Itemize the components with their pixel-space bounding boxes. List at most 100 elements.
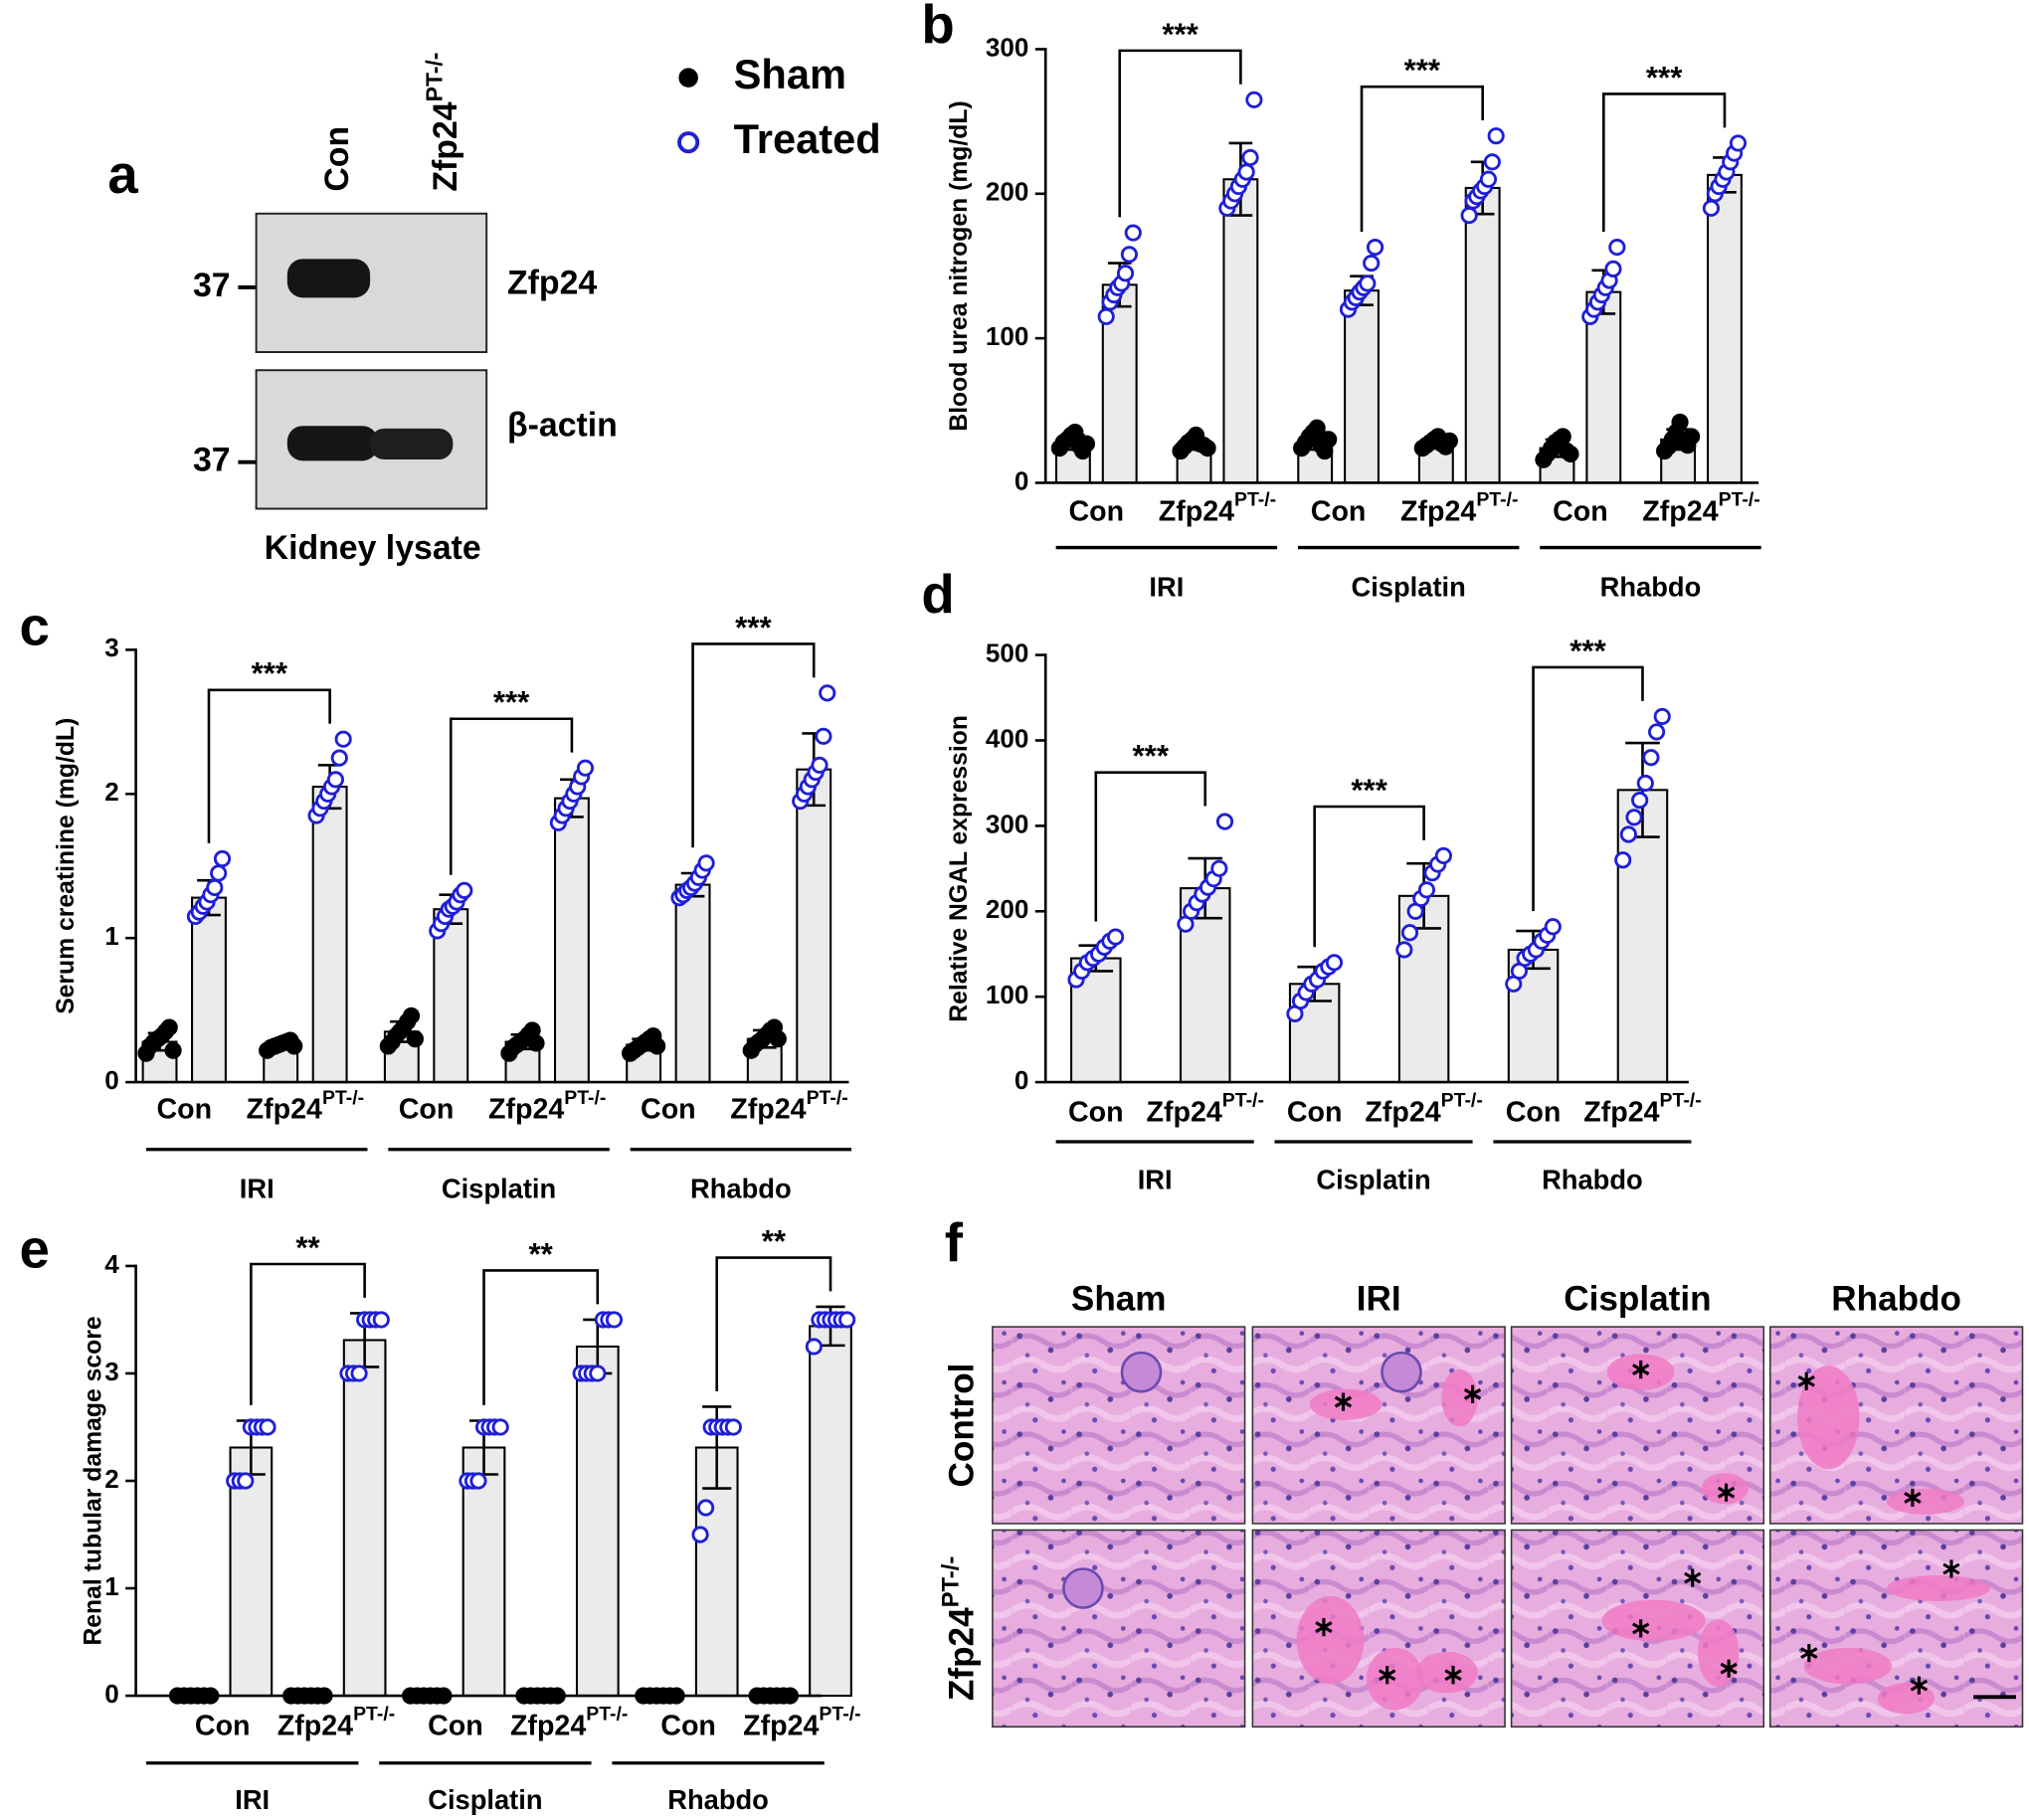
y-tick-label: 300	[986, 809, 1028, 838]
lane-label-sup: PT-/-	[422, 53, 448, 102]
x-tick-label-base: Zfp24	[277, 1710, 353, 1741]
blot-caption: Kidney lysate	[265, 529, 481, 567]
data-point	[1120, 246, 1138, 264]
significance-label: **	[295, 1230, 320, 1265]
data-point	[1308, 419, 1326, 437]
x-tick-label-base: Zfp24	[510, 1710, 586, 1741]
asterisk-stroke	[1800, 1647, 1818, 1660]
significance-bracket	[1532, 665, 1644, 912]
bar	[796, 768, 832, 1084]
significance-bracket	[715, 1256, 832, 1391]
asterisk-stroke	[1797, 1374, 1815, 1387]
x-tick-label-base: Zfp24	[730, 1093, 806, 1125]
group-label: IRI	[1149, 571, 1184, 602]
significance-bracket	[1602, 92, 1727, 232]
bar	[1707, 173, 1743, 484]
data-point	[350, 1365, 368, 1382]
data-point	[1614, 851, 1632, 869]
asterisk-stroke	[1379, 1669, 1396, 1682]
significance-bracket	[1094, 771, 1207, 922]
y-tick-label: 4	[104, 1249, 119, 1279]
data-point	[1483, 153, 1501, 171]
asterisk-stroke	[1910, 1679, 1929, 1692]
y-tick-label: 2	[104, 777, 118, 807]
data-point	[456, 881, 473, 899]
data-point	[402, 1006, 421, 1025]
tubular-cast	[1803, 1647, 1893, 1685]
data-point	[213, 849, 232, 868]
data-point	[160, 1018, 178, 1036]
x-tick-label: Con	[660, 1710, 716, 1741]
x-tick-label: Con	[1553, 495, 1608, 527]
y-tick-label: 200	[986, 177, 1028, 207]
tubular-cast	[1697, 1619, 1740, 1687]
data-point	[1417, 881, 1436, 899]
x-tick-label-base: Zfp24	[247, 1093, 322, 1125]
y-tick-label: 3	[104, 1357, 118, 1386]
data-point	[406, 1030, 424, 1048]
lane-label: Zfp24PT-/-	[422, 53, 465, 192]
data-point	[724, 1418, 742, 1436]
significance-bracket	[1360, 85, 1484, 232]
x-tick-label-base: Zfp24	[1642, 495, 1718, 527]
y-axis-label: Blood urea nitrogen (mg/dL)	[946, 100, 973, 431]
data-point	[1320, 431, 1338, 449]
asterisk-stroke	[1942, 1562, 1960, 1575]
band	[286, 426, 378, 461]
data-point	[1479, 170, 1498, 188]
data-point	[1434, 846, 1452, 865]
significance-bracket	[482, 1269, 600, 1405]
data-point	[1210, 859, 1228, 877]
y-tick-label: 300	[986, 32, 1028, 62]
x-tick-label: Con	[1287, 1096, 1343, 1128]
group-label: Rhabdo	[690, 1174, 792, 1204]
x-tick-label: Zfp24PT-/-	[1365, 1090, 1482, 1128]
data-point	[164, 1041, 182, 1059]
asterisk	[1444, 1666, 1462, 1685]
tubular-cast	[1797, 1365, 1860, 1470]
x-tick-label-sup: PT-/-	[1660, 1090, 1702, 1112]
y-axis-label: Renal tubular damage score	[81, 1316, 107, 1645]
y-tick-label: 1	[104, 1571, 118, 1601]
data-point	[1359, 274, 1377, 292]
bar	[1344, 289, 1380, 484]
x-tick-label-sup: PT-/-	[586, 1704, 628, 1726]
y-tick-label: 2	[104, 1464, 118, 1494]
band-label: Zfp24	[507, 264, 597, 301]
x-tick-label: Zfp24PT-/-	[730, 1087, 847, 1125]
data-point	[769, 1030, 787, 1048]
data-point	[811, 756, 829, 774]
glomerulus	[1120, 1351, 1163, 1393]
x-tick-label: Con	[399, 1093, 455, 1125]
asterisk	[1904, 1488, 1922, 1508]
x-tick-label-base: Con	[195, 1710, 251, 1741]
histology-image	[992, 1529, 1246, 1729]
asterisk-stroke	[1315, 1621, 1333, 1633]
data-point	[1544, 918, 1562, 936]
bar	[311, 786, 348, 1084]
panel-label: c	[20, 596, 50, 656]
bar	[1101, 283, 1138, 484]
data-point	[330, 749, 348, 767]
asterisk-stroke	[1334, 1395, 1353, 1408]
x-tick-label: Zfp24PT-/-	[277, 1704, 395, 1741]
legend-marker	[677, 131, 700, 154]
band-label: β-actin	[507, 406, 618, 444]
bar	[674, 883, 711, 1084]
group-label: IRI	[240, 1174, 275, 1204]
bar	[575, 1345, 620, 1698]
y-tick-label: 100	[986, 980, 1028, 1009]
data-point	[1366, 238, 1384, 257]
data-point	[1245, 91, 1263, 108]
significance-label: ***	[1351, 773, 1387, 808]
data-point	[819, 684, 836, 702]
data-point	[1241, 148, 1259, 167]
y-tick-label: 200	[986, 894, 1028, 924]
x-tick-label-base: Zfp24	[1400, 495, 1476, 527]
x-tick-label-base: Zfp24	[743, 1710, 819, 1741]
data-point	[1653, 707, 1671, 726]
data-point	[1124, 224, 1142, 242]
x-tick-label-base: Con	[428, 1710, 483, 1741]
legend-label: Sham	[734, 51, 846, 97]
